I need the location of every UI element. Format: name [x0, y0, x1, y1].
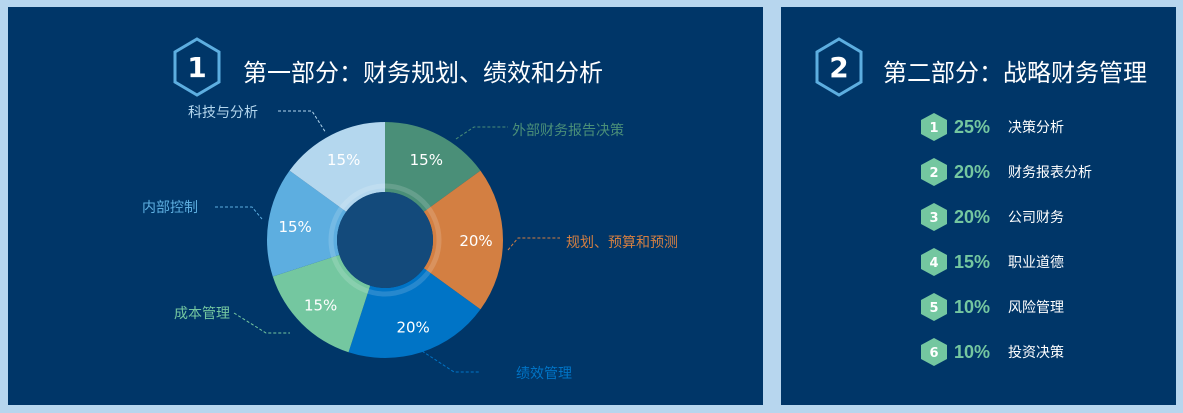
- donut-slice: [272, 254, 371, 353]
- slice-value-label: 20%: [396, 319, 429, 337]
- leader-line: [215, 206, 263, 220]
- topic-item: 3 20% 公司财务: [919, 202, 1064, 232]
- donut-chart: 15% 外部财务报告决策 20% 规划、预算和预测 20% 绩效管理 15% 成本管理 15% 内…: [142, 105, 678, 382]
- donut-slice: [348, 268, 481, 358]
- hexagon-number-icon: 5: [921, 293, 947, 321]
- part2-panel: 2 第二部分：战略财务管理 1 25% 决策分析 2 20% 财务报表分析 3 20% 公司财务…: [781, 7, 1176, 405]
- svg-text:5: 5: [929, 301, 938, 316]
- slice-value-label: 15%: [410, 151, 443, 169]
- topic-percent: 10%: [954, 296, 991, 317]
- topic-percent: 15%: [954, 251, 991, 272]
- topic-label: 职业道德: [1008, 255, 1064, 271]
- hexagon-number-badge: 1: [173, 37, 221, 97]
- hexagon-number-icon: 2: [921, 158, 947, 186]
- svg-text:4: 4: [929, 256, 938, 271]
- slice-category-label: 内部控制: [142, 200, 198, 216]
- leader-line: [455, 126, 508, 140]
- topic-label: 决策分析: [1008, 120, 1064, 136]
- part2-title: 第二部分：战略财务管理: [883, 59, 1147, 87]
- slice-value-label: 15%: [278, 218, 311, 236]
- part1-title: 第一部分：财务规划、绩效和分析: [243, 59, 603, 87]
- hexagon-number-badge: 2: [815, 37, 863, 97]
- topic-label: 投资决策: [1008, 345, 1064, 361]
- donut-inner-ring: [328, 183, 442, 297]
- slice-value-label: 20%: [459, 232, 492, 250]
- donut-slice: [385, 122, 481, 212]
- hexagon-number-icon: 3: [921, 203, 947, 231]
- slice-category-label: 外部财务报告决策: [512, 122, 624, 139]
- donut-slice: [289, 122, 385, 212]
- donut-hole: [337, 192, 433, 288]
- slice-category-label: 成本管理: [174, 306, 230, 322]
- svg-text:1: 1: [929, 121, 938, 136]
- topic-item: 5 10% 风险管理: [919, 292, 1064, 322]
- part1-panel: 1 第一部分：财务规划、绩效和分析 15% 外部财务报告决策 20% 规划、预算和预测…: [8, 7, 763, 405]
- hexagon-number-icon: 1: [921, 113, 947, 141]
- slice-category-label: 科技与分析: [188, 105, 258, 121]
- svg-text:6: 6: [929, 346, 938, 361]
- topic-item: 4 15% 职业道德: [919, 247, 1064, 277]
- slice-value-label: 15%: [304, 296, 337, 314]
- donut-slice: [423, 170, 504, 310]
- svg-text:1: 1: [187, 51, 206, 84]
- leader-line: [507, 237, 560, 251]
- topic-percent: 20%: [954, 161, 991, 182]
- topic-percent: 10%: [954, 341, 991, 362]
- topic-item: 6 10% 投资决策: [919, 337, 1064, 367]
- topic-percent: 25%: [954, 116, 991, 137]
- svg-text:3: 3: [929, 211, 938, 226]
- topic-item: 1 25% 决策分析: [919, 112, 1064, 142]
- leader-line: [233, 312, 290, 334]
- slice-value-label: 15%: [327, 151, 360, 169]
- hexagon-number-icon: 4: [921, 248, 947, 276]
- leader-line: [421, 350, 480, 373]
- topic-item: 2 20% 财务报表分析: [919, 157, 1092, 187]
- donut-slice: [267, 170, 347, 277]
- topic-label: 财务报表分析: [1008, 165, 1092, 181]
- topic-label: 风险管理: [1008, 300, 1064, 316]
- leader-line: [278, 110, 327, 134]
- topic-percent: 20%: [954, 206, 991, 227]
- slice-category-label: 绩效管理: [516, 366, 572, 382]
- hexagon-number-icon: 6: [921, 338, 947, 366]
- slice-category-label: 规划、预算和预测: [566, 235, 678, 251]
- svg-text:2: 2: [829, 51, 848, 84]
- topic-label: 公司财务: [1008, 210, 1064, 226]
- svg-text:2: 2: [929, 166, 938, 181]
